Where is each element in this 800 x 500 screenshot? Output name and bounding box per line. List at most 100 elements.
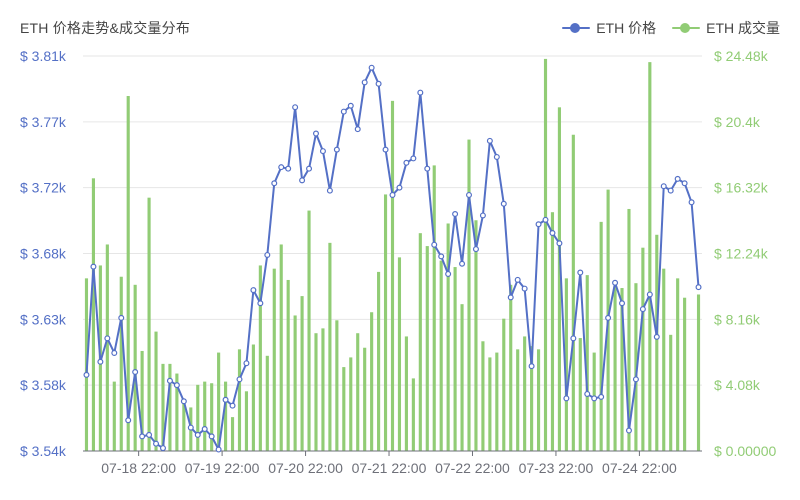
price-point: [340, 108, 347, 115]
y-left-tick-label: $ 3.72k: [20, 180, 67, 196]
volume-bar: [620, 288, 624, 451]
price-point: [180, 398, 187, 405]
price-point: [632, 376, 639, 383]
volume-bar: [217, 352, 221, 451]
volume-bar: [516, 349, 520, 451]
price-line: [83, 64, 702, 453]
price-point: [125, 417, 132, 424]
x-tick-label: 07-24 22:00: [602, 460, 677, 476]
y-left-tick-label: $ 3.58k: [20, 377, 67, 393]
y-right-tick-label: $ 20.4k: [714, 114, 761, 130]
volume-bar: [300, 296, 304, 451]
volume-bar: [564, 278, 568, 451]
price-point: [403, 159, 410, 166]
price-point: [681, 180, 688, 187]
price-point: [563, 395, 570, 402]
price-point: [187, 424, 194, 431]
volume-bar: [509, 284, 513, 451]
price-point: [319, 148, 326, 155]
price-point: [410, 155, 417, 162]
volume-bar: [585, 275, 589, 451]
price-point: [674, 175, 681, 182]
y-left-tick-label: $ 3.54k: [20, 443, 67, 459]
price-point: [417, 89, 424, 96]
volume-bar: [523, 336, 527, 451]
price-point: [500, 200, 507, 207]
volume-bar: [662, 268, 666, 451]
volume-bar: [578, 338, 582, 451]
price-point: [528, 363, 535, 370]
price-point: [660, 183, 667, 190]
volume-bar: [237, 349, 242, 451]
volume-bar: [265, 355, 269, 451]
chart-legend[interactable]: ETH 价格 ETH 成交量: [562, 18, 780, 38]
price-point: [201, 426, 208, 433]
price-point: [243, 360, 250, 367]
price-point: [312, 130, 319, 137]
price-point: [577, 269, 584, 276]
price-point: [667, 187, 674, 194]
volume-bar: [356, 333, 360, 451]
legend-item-volume[interactable]: ETH 成交量: [672, 18, 780, 38]
volume-bar: [446, 223, 450, 451]
x-tick-label: 07-20 22:00: [268, 460, 343, 476]
y-axis-left-labels: $ 3.54k $ 3.58k $ 3.63k $ 3.68k $ 3.72k $ 3.7…: [20, 48, 67, 459]
price-point: [90, 263, 97, 270]
price-point: [472, 246, 479, 253]
price-point: [438, 253, 445, 260]
price-point: [570, 335, 577, 342]
x-tick-label: 07-19 22:00: [185, 460, 260, 476]
price-point: [619, 300, 626, 307]
price-point: [535, 221, 542, 228]
x-tick-label: 07-21 22:00: [352, 460, 427, 476]
price-point: [695, 284, 702, 291]
volume-bar: [648, 62, 652, 452]
volume-bar: [349, 357, 353, 451]
volume-bar: [627, 208, 631, 451]
volume-bar: [495, 352, 499, 451]
price-point: [507, 294, 514, 301]
volume-bar: [530, 346, 534, 451]
volume-bar: [502, 318, 506, 451]
volume-bar: [377, 271, 381, 451]
price-point: [299, 177, 306, 184]
price-point: [326, 187, 333, 194]
price-point: [139, 433, 146, 440]
volume-bar: [669, 334, 673, 451]
volume-bar: [467, 139, 471, 451]
y-left-tick-label: $ 3.68k: [20, 246, 67, 262]
legend-bar-icon: [672, 23, 701, 33]
volume-bar: [293, 315, 297, 451]
legend-item-price[interactable]: ETH 价格: [562, 18, 656, 38]
volume-bar: [126, 96, 130, 451]
price-point: [625, 427, 632, 434]
volume-bar: [599, 221, 603, 451]
volume-bar: [481, 341, 485, 451]
price-point: [208, 433, 215, 440]
volume-bar: [613, 286, 617, 451]
volume-bar: [203, 381, 207, 451]
volume-bar: [140, 350, 144, 451]
volume-bar: [655, 234, 659, 451]
price-point: [173, 382, 180, 389]
price-point: [153, 440, 160, 447]
y-right-tick-label: $ 0.00000: [714, 443, 776, 459]
legend-line-icon: [562, 23, 591, 33]
price-point: [431, 241, 438, 248]
price-point: [83, 371, 90, 378]
volume-bar: [592, 352, 596, 451]
y-right-tick-label: $ 8.16k: [714, 311, 761, 327]
price-point: [194, 431, 201, 438]
y-right-tick-label: $ 4.08k: [714, 377, 761, 393]
volume-bar: [342, 367, 346, 451]
volume-bar: [147, 197, 151, 451]
axes: [83, 450, 702, 456]
price-point: [459, 260, 466, 267]
price-point: [514, 276, 521, 283]
volume-bar: [536, 349, 541, 451]
y-right-tick-label: $ 16.32k: [714, 180, 769, 196]
chart-title: ETH 价格走势&成交量分布: [20, 20, 191, 36]
volume-bar: [634, 283, 638, 451]
volume-bar: [390, 100, 395, 451]
